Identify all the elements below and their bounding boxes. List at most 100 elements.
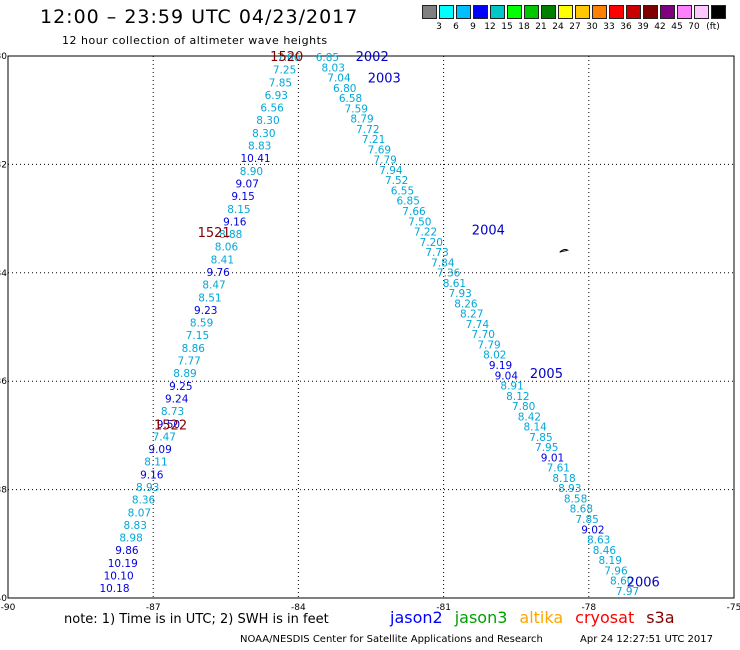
credit-text: NOAA/NESDIS Center for Satellite Applica… (240, 634, 543, 645)
legend-label: 21 (535, 22, 547, 32)
swh-value: 8.59 (190, 318, 213, 330)
swh-value: 8.41 (211, 254, 234, 266)
swh-value: 8.61 (443, 278, 466, 290)
swh-value: 9.07 (236, 178, 259, 190)
swh-value: 7.04 (327, 73, 351, 85)
legend-label: 42 (654, 22, 666, 32)
swh-value: 8.11 (144, 457, 167, 469)
swh-value: 7.94 (379, 165, 403, 177)
legend-label: 6 (453, 22, 459, 32)
swh-value: 8.79 (350, 114, 373, 126)
map-frame (7, 55, 735, 599)
swh-value: 10.41 (241, 153, 271, 165)
legend-swatch (507, 5, 522, 19)
swh-value: 8.47 (202, 280, 225, 292)
legend-unit: (ft) (706, 22, 720, 32)
swh-value: 7.61 (547, 463, 570, 475)
swh-value: 7.36 (437, 268, 461, 280)
swh-value: 8.03 (322, 62, 345, 74)
swh-value: 8.14 (523, 422, 547, 434)
legend-swatch (541, 5, 556, 19)
swh-value: 7.69 (368, 144, 391, 156)
swh-value: 9.15 (231, 191, 254, 203)
island-outline (559, 249, 570, 253)
swh-value: 7.73 (425, 247, 448, 259)
swh-value: 8.90 (240, 166, 263, 178)
swh-value: 9.16 (223, 216, 247, 228)
legend-swatch (473, 5, 488, 19)
swh-value: 6.85 (316, 52, 339, 64)
legend-label: 24 (552, 22, 564, 32)
swh-value: 7.85 (529, 432, 552, 444)
y-tick-label: -38 (0, 486, 7, 496)
swh-value: 8.19 (599, 555, 622, 567)
x-tick-label: -81 (436, 603, 451, 613)
swh-value: 9.09 (148, 444, 171, 456)
swh-value: 7.96 (604, 565, 628, 577)
satellite-s3a: s3a (646, 608, 675, 627)
legend-swatch (677, 5, 692, 19)
swh-value: 8.07 (128, 507, 151, 519)
swh-value: 8.30 (252, 128, 275, 140)
legend-swatch (626, 5, 641, 19)
swh-value: 9.25 (169, 381, 192, 393)
swh-value: 7.95 (535, 442, 558, 454)
swh-value: 8.30 (256, 115, 279, 127)
swh-value: 7.20 (420, 237, 443, 249)
swh-value: 6.85 (397, 196, 420, 208)
swh-value: 8.91 (500, 381, 523, 393)
swh-value: 9.02 (581, 524, 604, 536)
legend-swatch (694, 5, 709, 19)
swh-value: 8.89 (173, 368, 196, 380)
swh-value: 10.19 (108, 558, 138, 570)
legend-swatch (558, 5, 573, 19)
swh-value: 9.16 (140, 469, 164, 481)
satellite-legend: jason2 jason3 altika cryosat s3a (390, 608, 687, 627)
swh-value: 6.80 (333, 83, 356, 95)
swh-value: 6.93 (265, 90, 288, 102)
swh-value: 7.15 (186, 330, 209, 342)
legend-swatch (711, 5, 726, 19)
swh-value: 9.19 (489, 360, 512, 372)
swh-value: 7.21 (362, 134, 385, 146)
swh-value: 7.84 (431, 257, 455, 269)
x-tick-label: -84 (291, 603, 306, 613)
legend-label: 70 (688, 22, 700, 32)
legend-swatch (439, 5, 454, 19)
legend-swatch (456, 5, 471, 19)
swh-value: 7.80 (512, 401, 535, 413)
swh-value: 8.83 (248, 141, 271, 153)
legend-swatch (422, 5, 437, 19)
legend-swatch (490, 5, 505, 19)
legend-label: 36 (620, 22, 632, 32)
swh-value: 8.60 (610, 576, 633, 588)
pass-time-label: 2002 (356, 50, 389, 65)
swh-value: 7.47 (153, 431, 176, 443)
pass-time-label: 2004 (472, 223, 505, 238)
satellite-jason2: jason2 (390, 608, 443, 627)
pass-time-label: 2006 (627, 576, 660, 591)
swh-value: 7.97 (616, 586, 639, 598)
swh-value: 7.52 (385, 175, 408, 187)
swh-value: 7.25 (273, 65, 296, 77)
x-tick-label: -87 (146, 603, 161, 613)
swh-value: 7.70 (472, 329, 495, 341)
legend-swatch (643, 5, 658, 19)
swh-value: 9.76 (206, 267, 230, 279)
swh-value: 7.79 (373, 155, 396, 167)
swh-value: 7.59 (345, 103, 368, 115)
swh-value: 7.85 (575, 514, 598, 526)
x-tick-label: -78 (581, 603, 596, 613)
legend-label: 45 (671, 22, 683, 32)
swh-value: 8.73 (161, 406, 184, 418)
y-tick-label: -32 (0, 160, 7, 170)
pass-time-label: 1522 (154, 419, 187, 434)
legend-label: 15 (501, 22, 513, 32)
swh-value: 8.46 (593, 545, 617, 557)
page-subtitle: 12 hour collection of altimeter wave hei… (62, 34, 328, 47)
swh-value: 9.23 (194, 305, 217, 317)
legend-label: 9 (470, 22, 476, 32)
swh-value: 8.36 (132, 495, 156, 507)
pass-time-label: 2005 (530, 367, 563, 382)
